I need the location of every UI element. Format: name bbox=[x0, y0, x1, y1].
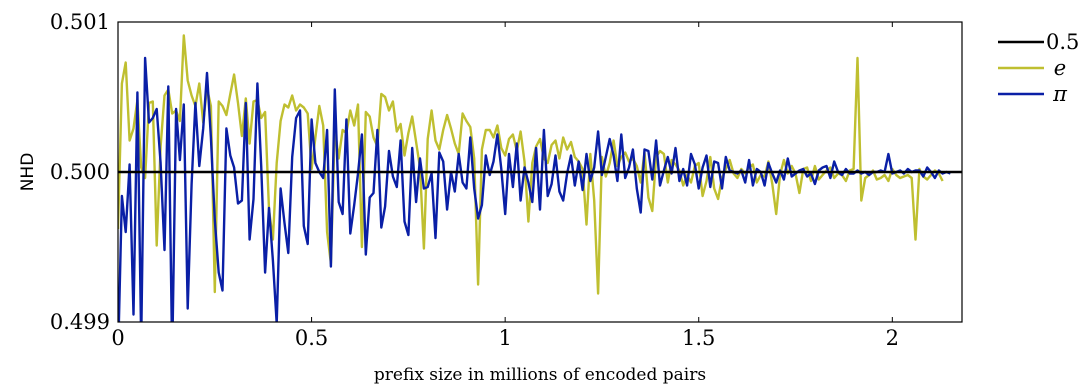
series-line-2 bbox=[118, 56, 951, 322]
y-axis-ticks: 0.499 0.500 0.501 bbox=[50, 10, 962, 334]
legend-label: π bbox=[1052, 82, 1068, 106]
y-tick-label: 0.500 bbox=[50, 160, 110, 184]
x-axis-ticks: 0 0.5 1 1.5 2 bbox=[111, 22, 899, 350]
x-tick-label: 0.5 bbox=[295, 326, 328, 350]
x-tick-label: 1 bbox=[498, 326, 511, 350]
legend-label: 0.5 bbox=[1046, 30, 1079, 54]
x-tick-label: 2 bbox=[886, 326, 899, 350]
x-axis-title: prefix size in millions of encoded pairs bbox=[374, 365, 706, 385]
series-line-1 bbox=[118, 34, 944, 295]
y-tick-label: 0.499 bbox=[50, 310, 110, 334]
x-tick-label: 0 bbox=[111, 326, 124, 350]
legend: 0.5eπ bbox=[998, 30, 1079, 106]
y-axis-title: NHD bbox=[18, 153, 38, 192]
series-layer bbox=[118, 34, 962, 322]
y-tick-label: 0.501 bbox=[50, 10, 110, 34]
legend-label: e bbox=[1054, 56, 1066, 80]
x-tick-label: 1.5 bbox=[682, 326, 715, 350]
